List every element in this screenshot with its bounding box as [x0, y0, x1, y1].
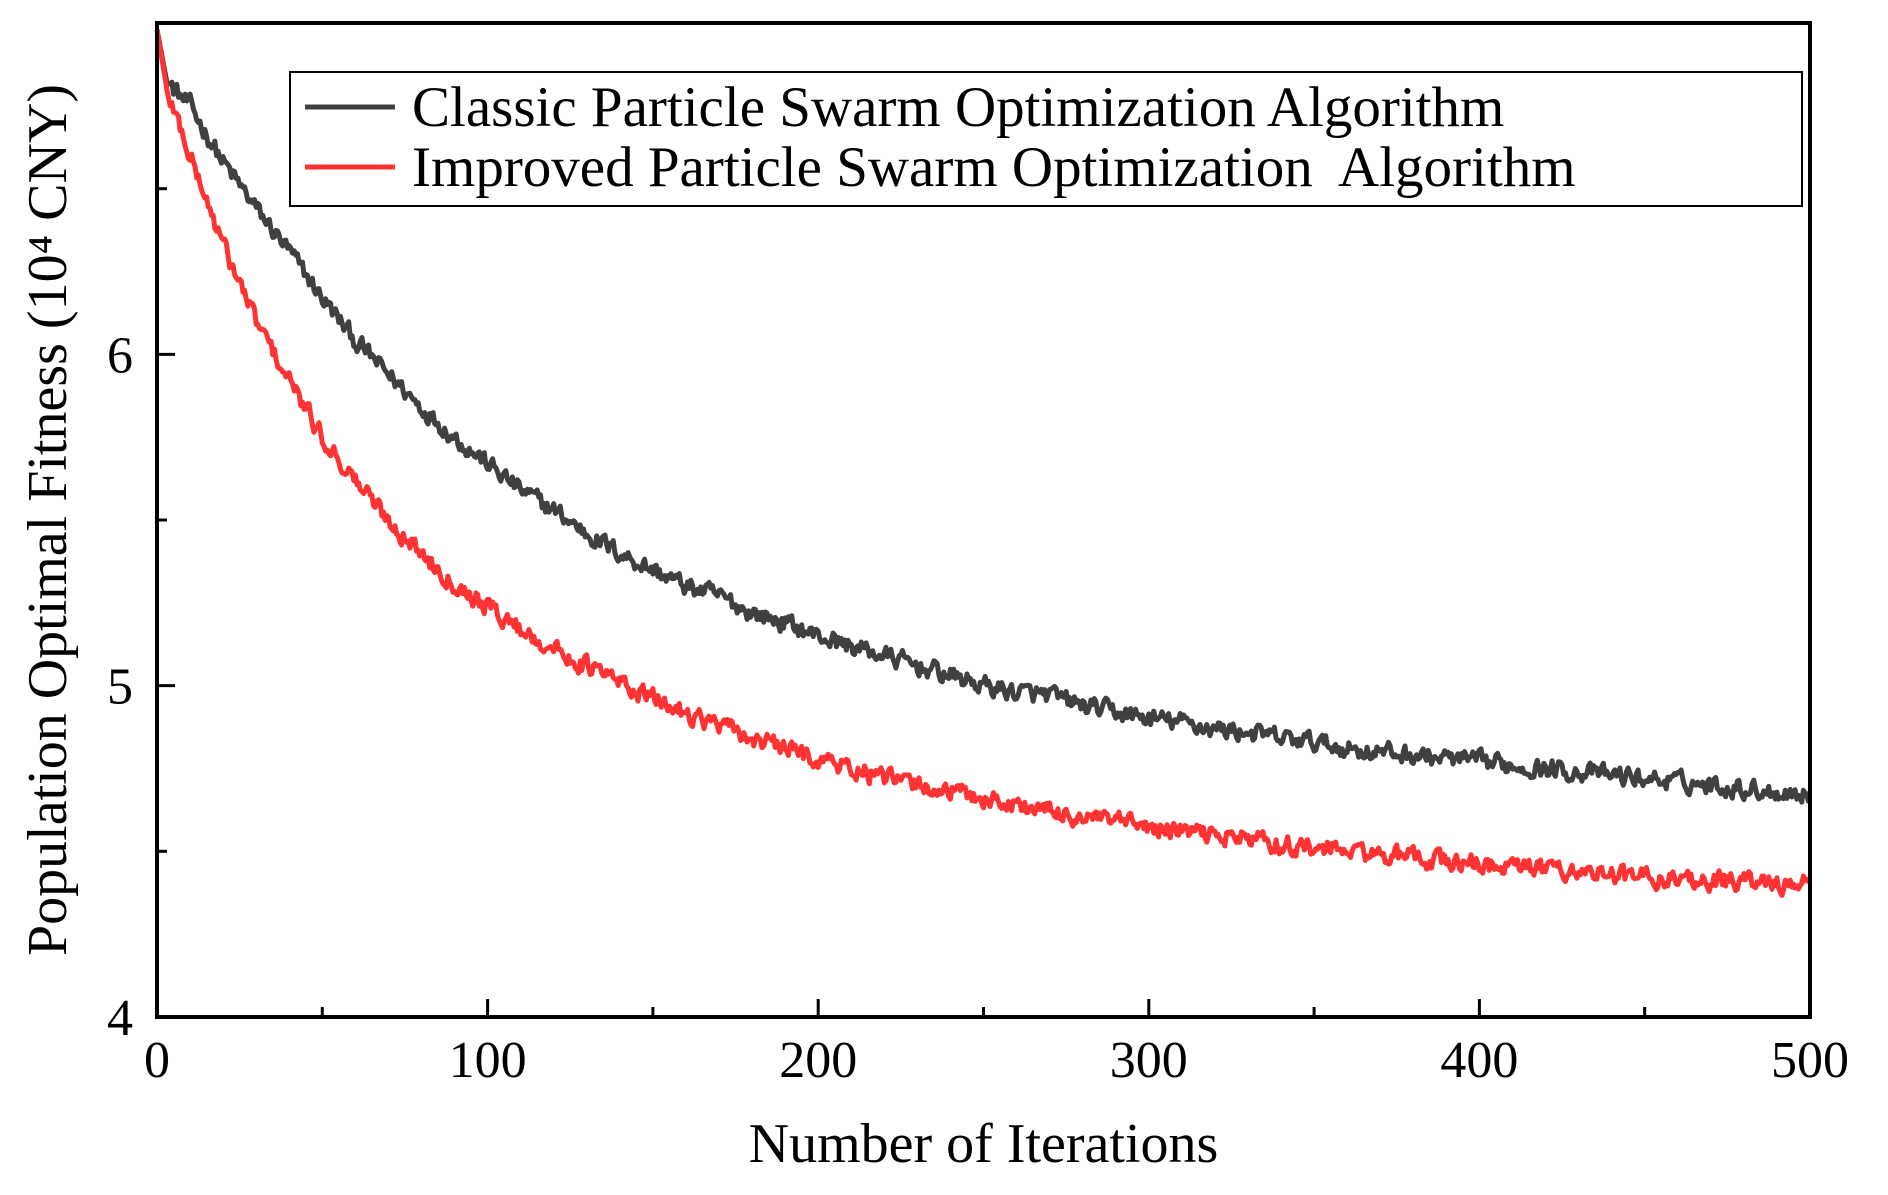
x-tick-label: 100 [449, 1032, 527, 1089]
x-tick-label: 400 [1440, 1032, 1518, 1089]
y-tick-label: 6 [107, 327, 133, 384]
legend-label-classic-pso: Classic Particle Swarm Optimization Algo… [412, 76, 1504, 139]
y-axis-title: Population Optimal Fitness (10⁴ CNY) [17, 84, 79, 956]
y-tick-label: 4 [107, 990, 133, 1047]
x-tick-label: 0 [144, 1032, 170, 1089]
series-layer [154, 29, 1812, 898]
x-axis-title: Number of Iterations [749, 1113, 1219, 1175]
axes-layer: 0 100 200 300 400 500 4 5 6 [107, 187, 1849, 1089]
series-line-improved-pso [154, 29, 1812, 898]
x-tick-label: 300 [1110, 1032, 1188, 1089]
x-tick-label: 200 [779, 1032, 857, 1089]
series-line-classic-pso [154, 29, 1812, 805]
legend: Classic Particle Swarm Optimization Algo… [289, 71, 1803, 207]
legend-box [289, 71, 1803, 207]
legend-label-improved-pso: Improved Particle Swarm Optimization Alg… [412, 136, 1576, 199]
y-tick-label: 5 [107, 659, 133, 716]
x-tick-label: 500 [1771, 1032, 1849, 1089]
